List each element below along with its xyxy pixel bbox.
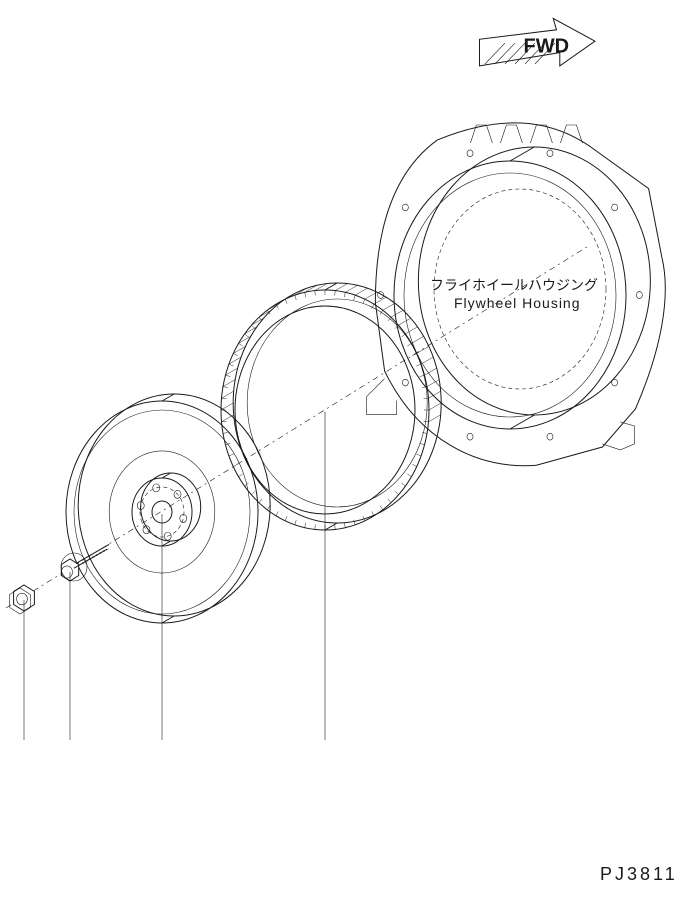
drawing-number: PJ38111 bbox=[600, 864, 677, 884]
fwd-label: FWD bbox=[524, 36, 570, 58]
housing-label-jp: フライホイールハウジング bbox=[430, 277, 598, 293]
flywheel bbox=[66, 394, 270, 623]
housing-label: フライホイールハウジング Flywheel Housing bbox=[430, 277, 598, 311]
housing-label-en: Flywheel Housing bbox=[454, 295, 581, 311]
ring-gear bbox=[221, 283, 441, 530]
flywheel-nut bbox=[10, 585, 35, 614]
fwd-indicator: FWD bbox=[480, 18, 596, 66]
flywheel-bolt bbox=[61, 544, 109, 581]
